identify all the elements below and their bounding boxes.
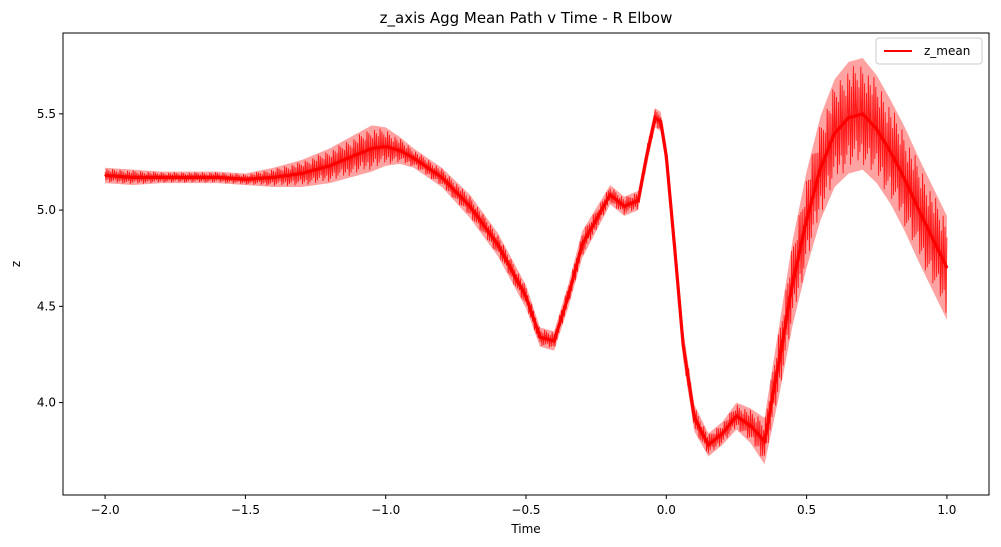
data-point (441, 176, 443, 179)
data-point (553, 340, 555, 342)
spread-band (105, 58, 947, 465)
data-point (497, 243, 499, 246)
data-point (707, 444, 710, 446)
data-point (904, 178, 906, 181)
data-point (721, 432, 724, 435)
y-axis-label: z (9, 261, 23, 267)
data-point (469, 205, 471, 208)
y-tick-label: 5.0 (37, 203, 56, 217)
data-point (847, 116, 850, 119)
data-point (735, 415, 738, 417)
data-point (104, 174, 106, 177)
data-point (398, 149, 401, 152)
x-tick-label: −1.0 (371, 503, 400, 517)
data-point (216, 176, 219, 179)
x-tick-label: −2.0 (91, 503, 120, 517)
x-axis-ticks: −2.0 −1.5 −1.0 −0.5 0.0 0.5 1.0 (91, 495, 956, 517)
data-point (539, 336, 541, 338)
data-point (370, 147, 373, 150)
data-point (609, 193, 611, 196)
data-point (833, 132, 836, 134)
data-point (645, 155, 648, 157)
data-point (918, 209, 920, 211)
data-point (244, 178, 247, 181)
data-point (595, 218, 597, 221)
data-point (946, 267, 948, 269)
chart-title: z_axis Agg Mean Path v Time - R Elbow (380, 9, 673, 28)
data-point (889, 151, 892, 154)
x-tick-label: −1.5 (231, 503, 260, 517)
data-point (659, 120, 662, 123)
y-tick-label: 4.0 (37, 396, 56, 410)
data-point (300, 172, 303, 175)
data-point (272, 176, 275, 179)
data-point (805, 218, 808, 221)
data-point (623, 205, 626, 208)
data-point (682, 344, 684, 346)
data-point (777, 363, 780, 365)
data-point (665, 155, 668, 157)
y-axis-ticks: 4.0 4.5 5.0 5.5 (37, 107, 63, 410)
data-point (875, 128, 878, 131)
data-point (384, 145, 387, 148)
data-point (525, 295, 527, 298)
data-point (328, 165, 331, 167)
data-point (188, 176, 191, 179)
x-tick-label: −0.5 (511, 503, 540, 517)
data-point (749, 424, 752, 427)
data-point (819, 166, 822, 169)
data-point (791, 282, 794, 285)
x-tick-label: 0.5 (797, 503, 816, 517)
data-point (932, 238, 934, 240)
x-tick-label: 0.0 (657, 503, 676, 517)
y-tick-label: 5.5 (37, 107, 56, 121)
data-point (567, 295, 569, 298)
data-point (412, 157, 415, 159)
band-layer (105, 58, 947, 465)
y-tick-label: 4.5 (37, 299, 56, 313)
data-point (356, 153, 359, 156)
plot-area (62, 32, 990, 496)
data-point (861, 113, 864, 115)
data-point (654, 116, 656, 119)
data-point (160, 176, 163, 179)
data-point (581, 243, 583, 246)
line-layer (104, 66, 949, 457)
data-point (637, 199, 640, 202)
noise-trace (104, 66, 948, 457)
legend: z_mean (875, 37, 983, 65)
data-point (763, 440, 766, 442)
x-axis-label: Time (510, 522, 540, 536)
legend-label: z_mean (924, 44, 970, 58)
x-tick-label: 1.0 (937, 503, 956, 517)
legend-box (875, 37, 983, 65)
data-point (132, 176, 134, 179)
data-point (673, 247, 676, 250)
data-point (693, 417, 696, 419)
